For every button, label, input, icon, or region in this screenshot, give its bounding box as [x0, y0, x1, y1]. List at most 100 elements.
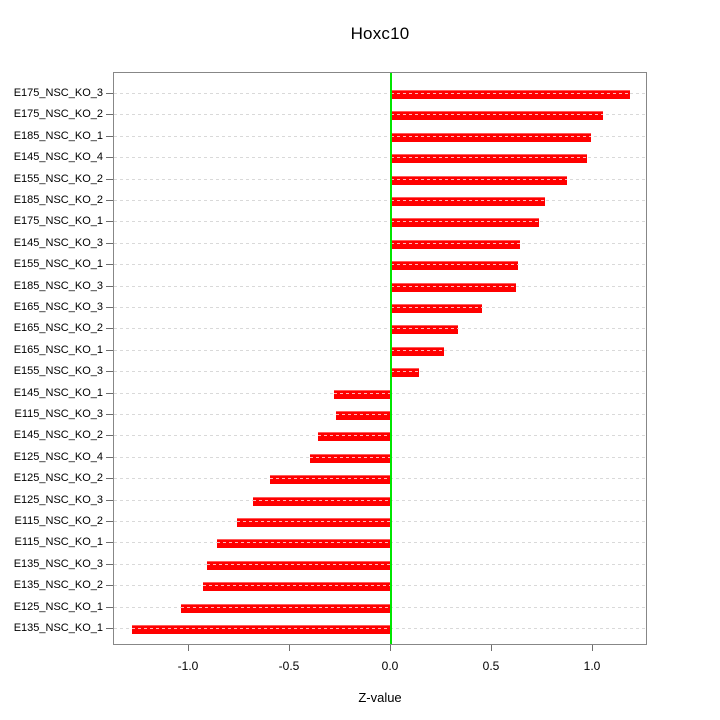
gridline-over-bar [391, 93, 630, 94]
y-axis-label: E185_NSC_KO_1 [13, 130, 103, 142]
x-axis-tick [592, 645, 593, 651]
chart-title: Hoxc10 [350, 24, 410, 43]
x-axis-tick [390, 645, 391, 651]
y-axis-label: E125_NSC_KO_2 [13, 472, 103, 484]
bar [391, 325, 458, 334]
y-axis-label: E125_NSC_KO_1 [13, 601, 103, 613]
plot-area [113, 72, 647, 645]
x-axis-tick-label: 0.0 [381, 659, 399, 673]
y-axis-tick [106, 371, 113, 372]
bar [207, 561, 391, 570]
gridline-over-bar [391, 243, 520, 244]
gridline [114, 157, 646, 158]
y-axis-tick [106, 542, 113, 543]
x-axis-title: Z-value [358, 690, 402, 705]
bar [391, 154, 587, 163]
y-axis-label: E175_NSC_KO_1 [13, 215, 103, 227]
gridline [114, 371, 646, 372]
y-axis-tick [106, 286, 113, 287]
y-axis-label: E165_NSC_KO_3 [13, 301, 103, 313]
bar [270, 475, 391, 484]
y-axis-label: E145_NSC_KO_1 [13, 387, 103, 399]
y-axis-label: E185_NSC_KO_3 [13, 280, 103, 292]
y-axis-label: E145_NSC_KO_3 [13, 237, 103, 249]
gridline-over-bar [391, 328, 458, 329]
bar [391, 240, 520, 249]
y-axis-label: E125_NSC_KO_4 [13, 451, 103, 463]
y-axis-tick [106, 307, 113, 308]
bar [391, 133, 591, 142]
gridline [114, 179, 646, 180]
y-axis-tick [106, 628, 113, 629]
gridline-over-bar [391, 307, 482, 308]
y-axis-label: E145_NSC_KO_2 [13, 429, 103, 441]
gridline-over-bar [237, 521, 391, 522]
bar [391, 368, 419, 377]
y-axis-tick [106, 435, 113, 436]
gridline-over-bar [310, 457, 391, 458]
y-axis-tick [106, 264, 113, 265]
y-axis-label: E135_NSC_KO_3 [13, 558, 103, 570]
y-axis-tick [106, 93, 113, 94]
bar [391, 283, 516, 292]
y-axis-label: E115_NSC_KO_1 [14, 536, 103, 548]
gridline-over-bar [203, 585, 391, 586]
gridline-over-bar [391, 114, 603, 115]
gridline [114, 200, 646, 201]
gridline [114, 243, 646, 244]
y-axis-label: E155_NSC_KO_3 [13, 365, 103, 377]
gridline-over-bar [391, 286, 516, 287]
gridline-over-bar [391, 371, 419, 372]
gridline [114, 136, 646, 137]
gridline [114, 328, 646, 329]
y-axis-label: E135_NSC_KO_2 [13, 579, 103, 591]
x-axis-tick [491, 645, 492, 651]
y-axis-label: E175_NSC_KO_2 [13, 108, 103, 120]
gridline-over-bar [391, 157, 587, 158]
x-axis-tick [188, 645, 189, 651]
gridline-over-bar [391, 350, 444, 351]
gridline [114, 93, 646, 94]
y-axis-label: E165_NSC_KO_2 [13, 322, 103, 334]
gridline-over-bar [391, 200, 545, 201]
bar [132, 625, 391, 634]
bar [391, 347, 444, 356]
y-axis-tick [106, 414, 113, 415]
x-axis-tick [289, 645, 290, 651]
gridline [114, 350, 646, 351]
bar [391, 197, 545, 206]
y-axis-label: E165_NSC_KO_1 [13, 344, 103, 356]
bar [318, 432, 391, 441]
gridline-over-bar [391, 136, 591, 137]
gridline-over-bar [253, 500, 391, 501]
gridline-over-bar [391, 179, 567, 180]
bar [391, 261, 518, 270]
gridline-over-bar [391, 264, 518, 265]
bar [253, 497, 391, 506]
y-axis-label: E155_NSC_KO_1 [13, 258, 103, 270]
y-axis-tick [106, 607, 113, 608]
gridline-over-bar [270, 478, 391, 479]
y-axis-label: E175_NSC_KO_3 [13, 87, 103, 99]
x-axis-tick-label: -1.0 [177, 659, 199, 673]
gridline [114, 264, 646, 265]
gridline [114, 307, 646, 308]
x-axis-tick-label: -0.5 [278, 659, 300, 673]
y-axis-label: E125_NSC_KO_3 [13, 494, 103, 506]
bar [391, 90, 630, 99]
gridline-over-bar [181, 607, 391, 608]
gridline-over-bar [318, 435, 391, 436]
y-axis-label: E155_NSC_KO_2 [13, 173, 103, 185]
gridline [114, 221, 646, 222]
bar [391, 304, 482, 313]
y-axis-tick [106, 200, 113, 201]
x-axis-tick-label: 0.5 [482, 659, 500, 673]
bar [334, 390, 391, 399]
y-axis-tick [106, 328, 113, 329]
gridline-over-bar [334, 393, 391, 394]
y-axis-tick [106, 393, 113, 394]
gridline-over-bar [336, 414, 391, 415]
y-axis-tick [106, 179, 113, 180]
gridline-over-bar [207, 564, 391, 565]
